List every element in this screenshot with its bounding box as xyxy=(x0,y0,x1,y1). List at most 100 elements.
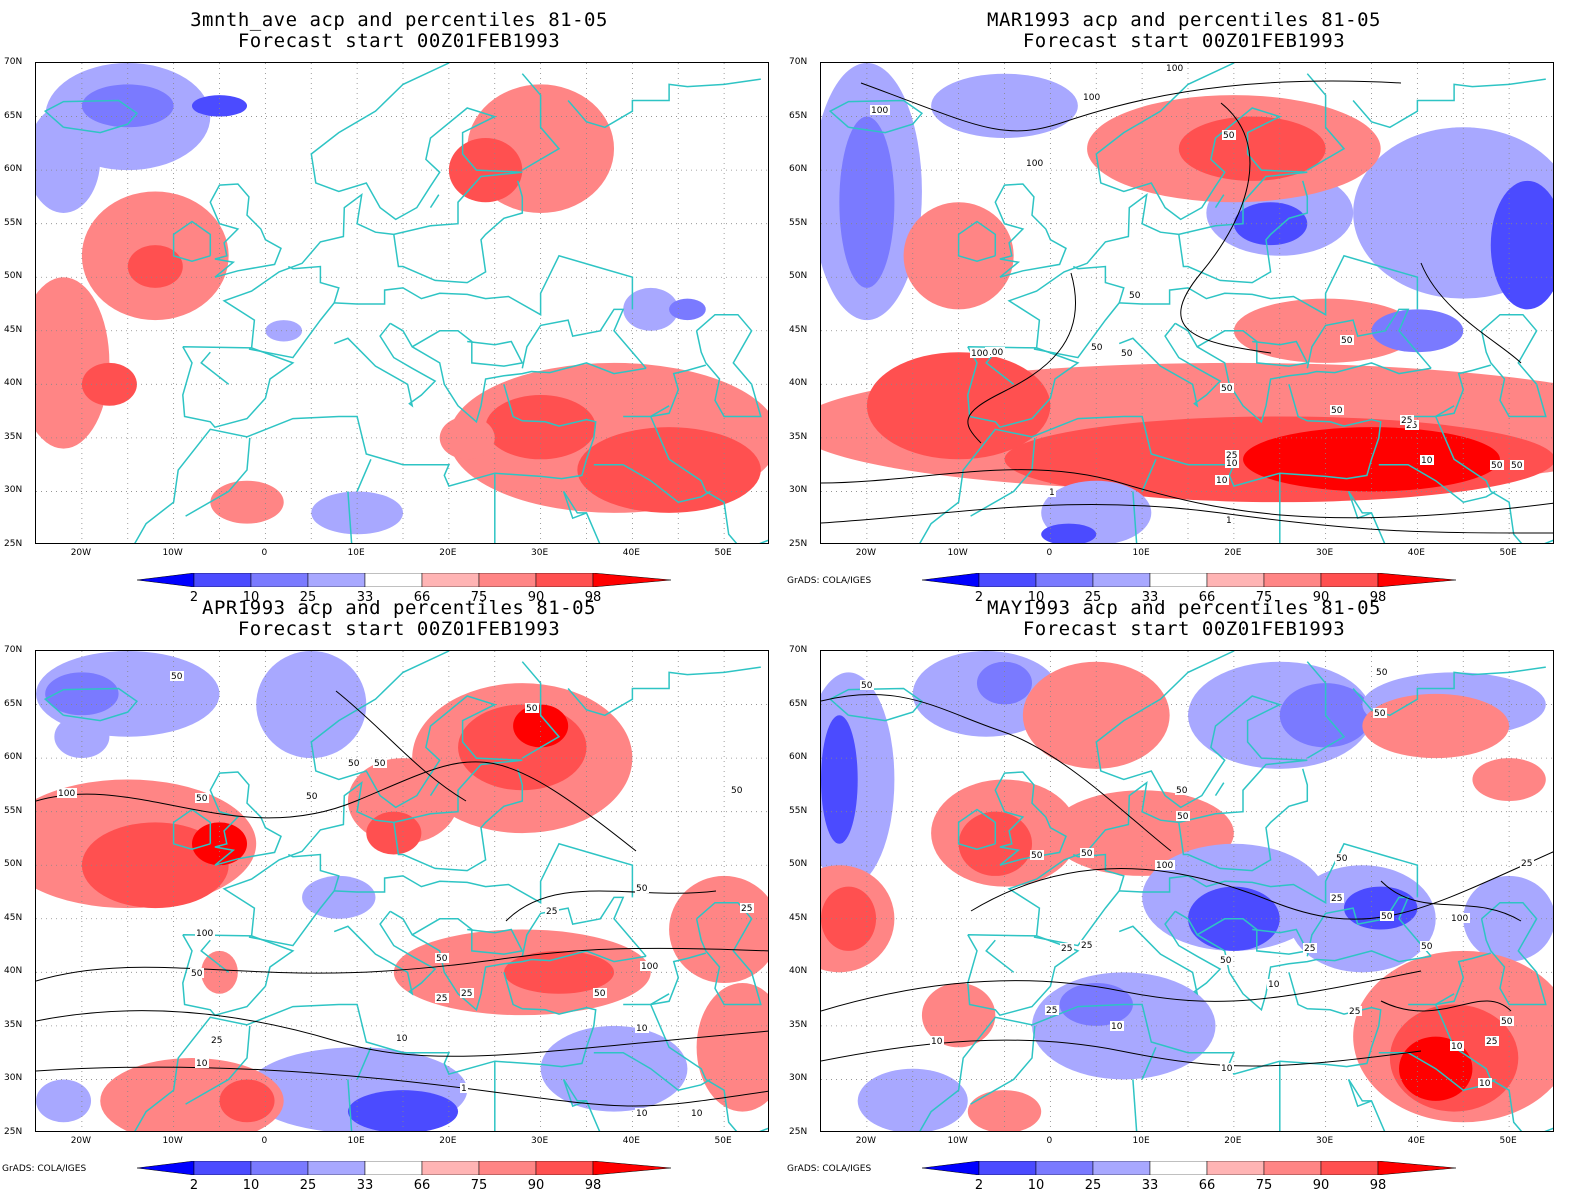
coastline xyxy=(347,491,353,543)
map-panel-2: MAR1993 acp and percentiles 81-05 Forecas… xyxy=(785,0,1583,605)
contour-label: 10 xyxy=(1221,1064,1233,1074)
contour-label-bg xyxy=(525,703,539,713)
shaded-region xyxy=(623,287,679,331)
contour-label-bg xyxy=(1420,455,1434,465)
contour-label: 10 xyxy=(931,1037,943,1047)
latitude-label: 55N xyxy=(789,805,808,816)
contour-line xyxy=(1420,262,1522,364)
contour-label-bg xyxy=(1267,979,1281,989)
shaded-region xyxy=(958,811,1033,876)
shaded-region xyxy=(191,822,248,866)
coastline xyxy=(1118,910,1222,996)
contour-label-bg xyxy=(985,347,1005,357)
shaded-region xyxy=(1059,983,1133,1026)
longitude-label: 20E xyxy=(439,548,457,558)
shaded-region xyxy=(1233,202,1308,246)
map-panel-4: MAY1993 acp and percentiles 81-05 Forecas… xyxy=(785,588,1583,1193)
contour-label: 1 xyxy=(1049,488,1055,498)
contour-label-bg xyxy=(1510,460,1524,470)
latitude-label: 70N xyxy=(789,645,808,655)
map-svg: 50 50 50 50 50 50 50 100 50 25 25 25 25 25 50 10 25 10 10 2… xyxy=(821,651,1553,1131)
contour-label-bg xyxy=(1110,1021,1124,1031)
contour-label: 50 xyxy=(731,786,743,796)
coastline xyxy=(919,384,1382,543)
latitude-label: 65N xyxy=(4,110,23,121)
latitude-label: 65N xyxy=(789,110,808,121)
contour-label: 10 xyxy=(1268,980,1280,990)
colorbar-label: 66 xyxy=(413,1178,431,1193)
shaded-region xyxy=(210,480,284,524)
colorbar-label: 90 xyxy=(1312,1178,1330,1193)
longitude-label: 0 xyxy=(261,1136,268,1146)
contour-label: 1 xyxy=(1226,516,1232,526)
shaded-region xyxy=(1041,523,1097,543)
contour-label: 50 xyxy=(191,969,203,979)
colorbar-label: 33 xyxy=(356,1178,374,1193)
longitude-label: 40E xyxy=(1407,1136,1425,1146)
contour-label: 50 xyxy=(1177,812,1189,822)
coastline xyxy=(172,808,212,850)
map-panel-1: 3mnth_ave acp and percentiles 81-05 Forec… xyxy=(0,0,798,605)
contour-label: 25 xyxy=(1046,1006,1057,1016)
shaded-region xyxy=(81,84,174,128)
colorbar-segment xyxy=(421,573,480,587)
coastline xyxy=(970,437,1036,517)
coastline xyxy=(1378,463,1496,504)
grads-credit: GrADS: COLA/IGES xyxy=(2,1164,87,1174)
longitude-label: 20E xyxy=(1224,548,1242,558)
coastline xyxy=(1214,194,1225,209)
contour-label-bg xyxy=(690,1108,704,1118)
coastline xyxy=(967,346,1080,429)
contour-label: 50 xyxy=(348,759,360,769)
shaded-region xyxy=(219,1079,275,1123)
contour-line xyxy=(821,1039,1422,1067)
longitude-label: 20E xyxy=(1224,1136,1242,1146)
latitude-label: 25N xyxy=(789,1126,808,1137)
contour-line xyxy=(36,1010,768,1057)
coastline xyxy=(209,771,282,866)
colorbar-label: 10 xyxy=(242,590,260,605)
coastline xyxy=(521,73,561,171)
contour-label: 50 xyxy=(1491,461,1503,471)
coastline xyxy=(347,1079,353,1131)
coastline xyxy=(1196,918,1309,955)
contour-label: 10 xyxy=(1216,476,1228,486)
coastline xyxy=(562,490,601,543)
longitude-label: 10E xyxy=(1132,1136,1150,1146)
map-area: 100 100 100 100 50 50 50 100 100 50 50 50 50 25 25 50 10… xyxy=(820,62,1554,544)
shaded-region xyxy=(503,950,615,994)
contour-label: 50 xyxy=(1331,406,1343,416)
longitude-label: 50E xyxy=(1499,548,1517,558)
contour-label-bg xyxy=(1222,130,1236,140)
coastline xyxy=(562,491,587,520)
coastline xyxy=(356,1047,372,1080)
colorbar-label: 33 xyxy=(1141,590,1159,605)
coastline xyxy=(695,901,762,1006)
contour-line xyxy=(36,761,637,852)
latitude-label: 60N xyxy=(789,752,808,762)
latitude-label: 40N xyxy=(789,966,808,976)
contour-label: 100 xyxy=(1166,64,1183,74)
shaded-region xyxy=(669,298,706,321)
colorbar-label: 98 xyxy=(1369,590,1387,605)
contour-label-bg xyxy=(1155,860,1175,870)
coastline xyxy=(521,308,647,369)
coastline xyxy=(333,322,437,408)
contour-line xyxy=(335,690,467,802)
contour-label-bg xyxy=(1500,1016,1514,1026)
contour-label-bg xyxy=(1128,290,1142,300)
contour-label: 50 xyxy=(1501,1017,1513,1027)
longitude-label: 20W xyxy=(855,548,877,558)
contour-label-bg xyxy=(1120,348,1134,358)
shaded-region xyxy=(857,1068,968,1131)
contour-label: 10 xyxy=(196,1059,208,1069)
contour-label: 25 xyxy=(546,907,557,917)
contour-label: 10 xyxy=(1421,456,1433,466)
coastline xyxy=(1007,651,1308,936)
contour-label: 50 xyxy=(1376,668,1388,678)
colorbar-arrow-high xyxy=(1377,1161,1456,1175)
coastline xyxy=(1347,1079,1372,1108)
colorbar-label: 98 xyxy=(584,590,602,605)
coastline xyxy=(134,972,597,1131)
contour-label-bg xyxy=(170,671,184,681)
